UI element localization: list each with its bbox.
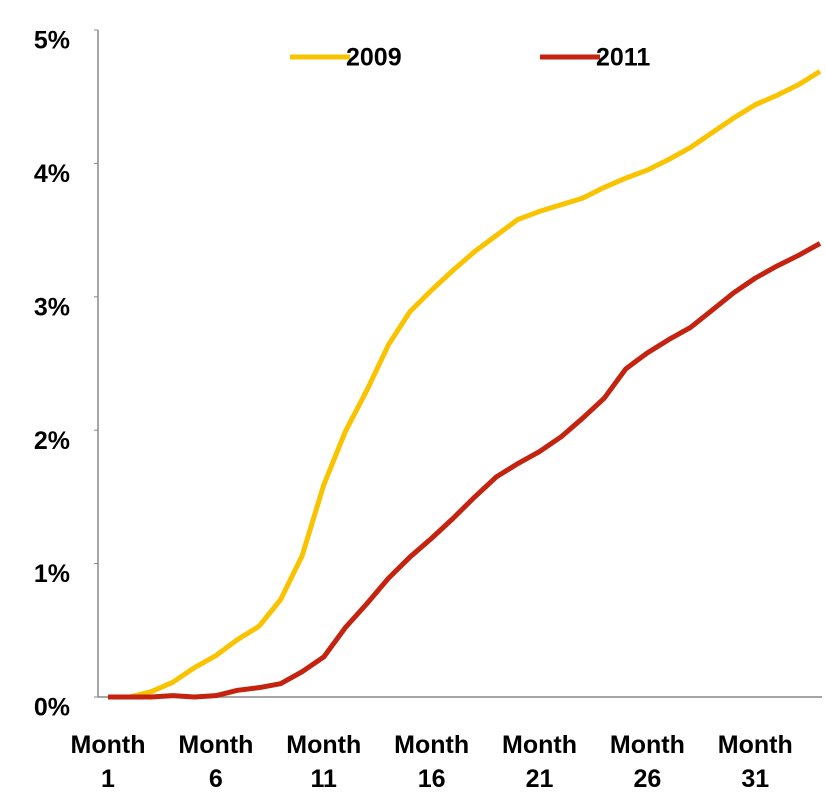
x-tick-label: Month 11 — [286, 731, 361, 793]
legend-label: 2011 — [596, 44, 650, 72]
y-tick-label: 3% — [34, 293, 70, 321]
legend-label: 2009 — [346, 44, 402, 72]
y-tick-label: 0% — [34, 694, 70, 722]
y-tick-label: 5% — [34, 27, 70, 55]
x-tick-label: Month 16 — [394, 731, 469, 793]
y-tick-label: 1% — [34, 560, 70, 588]
x-tick-label: Month 6 — [178, 731, 253, 793]
x-tick-label: Month 21 — [502, 731, 577, 793]
series-line — [108, 69, 822, 700]
x-tick-label: Month 1 — [71, 731, 146, 793]
x-tick-label: Month 31 — [718, 731, 793, 793]
x-tick-label: Month 26 — [610, 731, 685, 793]
y-tick-label: 2% — [34, 427, 70, 455]
series-line — [108, 241, 822, 700]
y-tick-label: 4% — [34, 160, 70, 188]
